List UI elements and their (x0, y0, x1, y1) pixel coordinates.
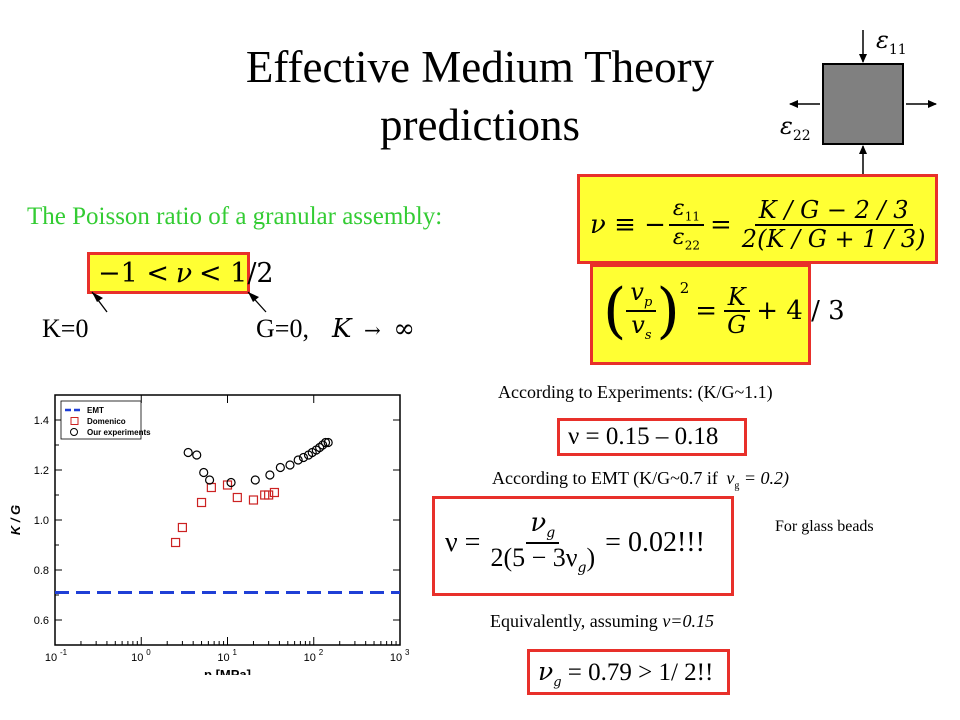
equivalently-label: Equivalently, assuming v=0.15 (490, 611, 714, 631)
emt-label: According to EMT (K/G~0.7 if vg = 0.2) (492, 468, 790, 492)
strain-diagram (789, 30, 937, 175)
x-tick-label: 10 (304, 652, 316, 664)
experiment-point (320, 437, 331, 448)
bounds-arrows (91, 291, 267, 313)
poisson-rhs-num: K / G − 2 / 3 (754, 197, 913, 226)
x-tick-exponent: -1 (60, 648, 68, 657)
glass-beads-note: For glass beads (775, 518, 874, 535)
domenico-point (177, 522, 188, 533)
experiment-point (275, 462, 285, 473)
legend-label: Our experiments (87, 428, 151, 437)
domenico-point (206, 482, 216, 493)
slide-title: Effective Medium Theory predictions (150, 38, 810, 154)
experiments-label: According to Experiments: (K/G~1.1) (498, 382, 773, 402)
title-line-2: predictions (380, 100, 580, 150)
x-tick-label: 10 (131, 652, 143, 664)
eps22-label: ε22 (780, 112, 811, 144)
g-zero-label: G=0, (256, 314, 309, 343)
y-tick-label: 0.8 (34, 565, 49, 577)
domenico-point (248, 495, 259, 505)
subtitle: The Poisson ratio of a granular assembly… (27, 203, 443, 230)
x-tick-label: 10 (390, 652, 402, 664)
y-tick-label: 1.2 (34, 465, 49, 477)
experiment-point (204, 475, 215, 485)
y-tick-label: 1.0 (34, 515, 49, 527)
legend-experiment-swatch (70, 428, 78, 436)
title-line-1: Effective Medium Theory (245, 42, 715, 92)
experiment-point (226, 477, 236, 488)
kg-chart: 0.60.81.01.21.410 -1 10 0 10 1 10 2 10 3p [MPa]K … (8, 394, 410, 675)
experiment-point (318, 440, 328, 450)
domenico-point (264, 490, 274, 500)
eps11-label: ε11 (876, 26, 907, 58)
experiment-point (323, 437, 333, 448)
poisson-formula-box: ν ≡ − ε11 ε22 = K / G − 2 / 3 2(K / G + … (577, 174, 938, 264)
k-to-infinity: K → ∞ (332, 314, 415, 344)
legend-label: EMT (87, 406, 104, 415)
legend-domenico-swatch (70, 417, 79, 425)
domenico-point (196, 497, 207, 508)
y-tick-label: 0.6 (34, 615, 49, 627)
x-axis-label: p [MPa] (204, 667, 251, 675)
experiment-point (192, 450, 202, 460)
nu-bounds-box: −1 < ν < 1/2 (87, 252, 274, 294)
domenico-point (170, 537, 181, 548)
experiment-point (183, 447, 193, 458)
experiment-point (199, 467, 209, 478)
nu-g-formula-box: νg = 0.79 > 1/ 2!! (527, 649, 730, 695)
poisson-lhs: ν ≡ − (590, 209, 666, 240)
k-zero-label: K=0 (42, 314, 89, 343)
nu-g-formula: νg = 0.79 > 1/ 2!! (538, 657, 714, 690)
domenico-point (269, 487, 280, 498)
y-tick-label: 1.4 (34, 415, 49, 427)
poisson-rhs-den: 2(K / G + 1 / 3) (741, 224, 926, 253)
experiment-point (265, 470, 275, 480)
experiment-point (315, 442, 325, 453)
experiment-point (298, 452, 309, 463)
x-tick-exponent: 3 (405, 648, 410, 657)
x-tick-label: 10 (217, 652, 229, 664)
legend-label: Domenico (87, 417, 126, 426)
experiments-formula: ν = 0.15 – 0.18 (568, 423, 719, 450)
experiment-point (293, 455, 303, 465)
x-tick-exponent: 2 (319, 648, 324, 657)
specimen-square (822, 63, 904, 145)
experiments-formula-box: ν = 0.15 – 0.18 (557, 418, 747, 456)
domenico-point (232, 492, 242, 503)
emt-formula-box: ν = νg 2(5 − 3νg) = 0.02!!! (432, 496, 734, 596)
legend-box (60, 400, 142, 440)
x-tick-exponent: 0 (146, 648, 151, 657)
experiment-point (285, 460, 295, 470)
y-axis-label: K / G (8, 505, 23, 535)
velocity-formula-box: ( vp vs ) 2 = K G + 4 / 3 (590, 264, 845, 365)
x-tick-label: 10 (45, 652, 57, 664)
experiment-point (250, 475, 260, 485)
x-tick-exponent: 1 (233, 648, 238, 657)
